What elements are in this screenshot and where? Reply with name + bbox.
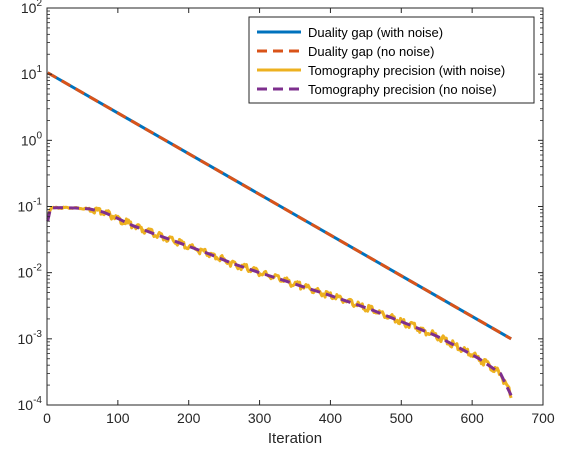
legend: Duality gap (with noise) Duality gap (no … bbox=[248, 16, 535, 104]
x-tick-label: 400 bbox=[319, 410, 343, 426]
legend-entry: Duality gap (no noise) bbox=[308, 44, 434, 59]
y-tick-label: 100 bbox=[21, 130, 43, 148]
y-tick-label: 102 bbox=[21, 0, 43, 16]
x-tick-label: 500 bbox=[390, 410, 414, 426]
legend-entry: Duality gap (with noise) bbox=[308, 25, 443, 40]
x-tick-label: 700 bbox=[531, 410, 555, 426]
x-tick-label: 0 bbox=[43, 410, 51, 426]
axes bbox=[46, 7, 544, 406]
y-tick-label: 10-4 bbox=[18, 395, 43, 413]
x-tick-label: 600 bbox=[460, 410, 484, 426]
x-tick-label: 200 bbox=[177, 410, 201, 426]
x-tick-label: 300 bbox=[248, 410, 272, 426]
series-layer bbox=[46, 71, 513, 399]
series-line-2 bbox=[46, 71, 512, 341]
legend-entry: Tomography precision (no noise) bbox=[308, 82, 497, 97]
y-tick-label: 101 bbox=[21, 64, 43, 82]
series-line-4 bbox=[46, 206, 513, 396]
y-tick-label: 10-3 bbox=[18, 329, 43, 347]
x-tick-label: 100 bbox=[106, 410, 130, 426]
x-axis-label: Iteration bbox=[268, 430, 322, 447]
tick-labels: 0 100 200 300 400 500 600 700 102 101 100 10-1 10-2 1… bbox=[18, 0, 555, 426]
y-tick-label: 10-1 bbox=[18, 197, 43, 215]
legend-entry: Tomography precision (with noise) bbox=[308, 63, 505, 78]
y-tick-label: 10-2 bbox=[18, 263, 43, 281]
